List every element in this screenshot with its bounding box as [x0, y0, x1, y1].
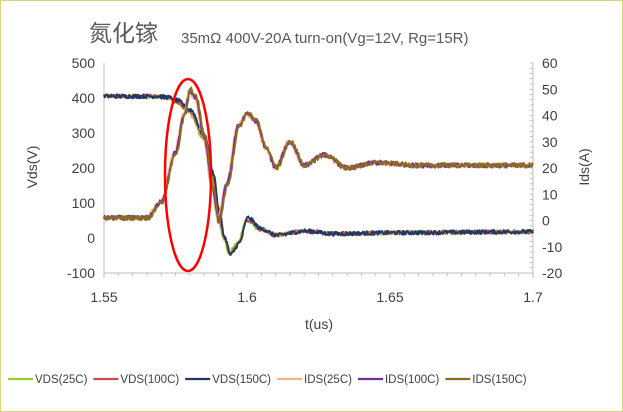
y2-tick-label: 20 — [542, 160, 558, 176]
y2-tick-label: 10 — [542, 186, 558, 202]
y2-tick-label: 60 — [542, 55, 558, 71]
y2-tick-label: -10 — [542, 239, 562, 255]
x-tick-label: 1.65 — [376, 289, 403, 305]
y2-tick-label: 0 — [542, 213, 550, 229]
y2-tick-label: 30 — [542, 134, 558, 150]
legend-label: VDS(100C) — [120, 374, 179, 386]
legend-label: IDS(100C) — [385, 374, 439, 386]
x-axis-title: t(us) — [305, 316, 333, 332]
y2-tick-label: -20 — [542, 265, 562, 281]
series-line-ids150c — [103, 86, 534, 224]
legend-item: IDS(25C) — [277, 374, 352, 386]
legend-item: VDS(100C) — [93, 374, 179, 386]
x-tick-label: 1.7 — [523, 289, 543, 305]
legend-item: VDS(25C) — [8, 374, 88, 386]
chart-title-cn: 氮化镓 — [89, 21, 158, 47]
legend: VDS(25C) VDS(100C) VDS(150C) IDS(25C) IDS(10… — [8, 374, 527, 386]
x-tick-label: 1.6 — [237, 289, 257, 305]
y2-axis-title: Ids(A) — [576, 148, 592, 185]
y-tick-label: 300 — [72, 125, 96, 141]
series-layer — [103, 86, 534, 257]
y-tick-label: -100 — [67, 265, 95, 281]
x-axis-ticks: 1.55 1.6 1.65 1.7 — [90, 289, 543, 305]
y-tick-label: 500 — [72, 55, 96, 71]
legend-item: IDS(100C) — [357, 374, 439, 386]
y-tick-label: 100 — [72, 195, 96, 211]
legend-label: VDS(25C) — [35, 374, 88, 386]
y2-axis-ticks: -20 -10 0 10 20 30 40 50 60 — [542, 55, 562, 281]
y-tick-label: 400 — [72, 90, 96, 106]
y-tick-label: 0 — [87, 230, 95, 246]
highlight-ellipse — [163, 77, 213, 273]
y-tick-label: 200 — [72, 160, 96, 176]
y-axis-ticks: -100 0 100 200 300 400 500 — [67, 55, 95, 281]
y2-tick-label: 50 — [542, 81, 558, 97]
series-line-vds150c — [103, 93, 534, 256]
legend-label: IDS(25C) — [304, 374, 352, 386]
y2-tick-label: 40 — [542, 108, 558, 124]
x-tick-label: 1.55 — [90, 289, 117, 305]
chart-title: 35mΩ 400V-20A turn-on(Vg=12V, Rg=15R) — [181, 30, 469, 47]
legend-label: IDS(150C) — [472, 374, 526, 386]
legend-item: IDS(150C) — [445, 374, 527, 386]
legend-label: VDS(150C) — [212, 374, 271, 386]
y-axis-title: Vds(V) — [24, 146, 40, 189]
plot-area — [103, 62, 534, 278]
legend-item: VDS(150C) — [185, 374, 271, 386]
